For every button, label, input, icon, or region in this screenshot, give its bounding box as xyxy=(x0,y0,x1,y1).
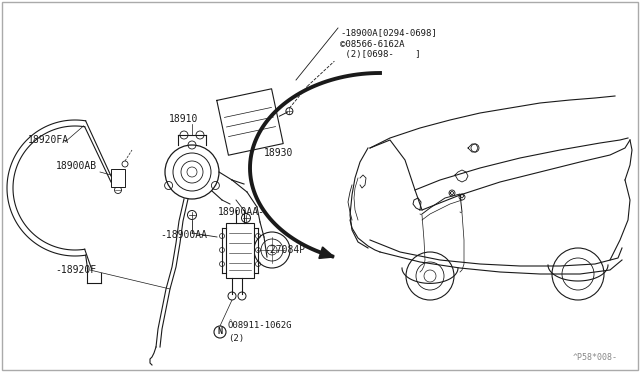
Polygon shape xyxy=(319,247,334,259)
Text: (2): (2) xyxy=(228,334,244,343)
Text: 18930: 18930 xyxy=(264,148,293,158)
Text: -18920F: -18920F xyxy=(55,265,96,275)
Text: (2)[0698-    ]: (2)[0698- ] xyxy=(340,50,420,59)
Text: N: N xyxy=(218,327,223,337)
Text: 18910: 18910 xyxy=(170,114,198,124)
Text: ©08566-6162A: ©08566-6162A xyxy=(340,40,404,49)
Text: ^P58*008-: ^P58*008- xyxy=(573,353,618,362)
Text: 18900AB: 18900AB xyxy=(56,161,97,171)
Bar xyxy=(111,169,125,187)
Text: -18900A[0294-0698]: -18900A[0294-0698] xyxy=(340,28,436,37)
Text: -18900AA: -18900AA xyxy=(160,230,207,240)
Text: -27084P: -27084P xyxy=(264,245,305,255)
Bar xyxy=(226,223,254,278)
Text: Ô08911-1062G: Ô08911-1062G xyxy=(228,321,292,330)
Text: 18920FA: 18920FA xyxy=(28,135,69,145)
Text: 18900AA-: 18900AA- xyxy=(218,207,265,217)
